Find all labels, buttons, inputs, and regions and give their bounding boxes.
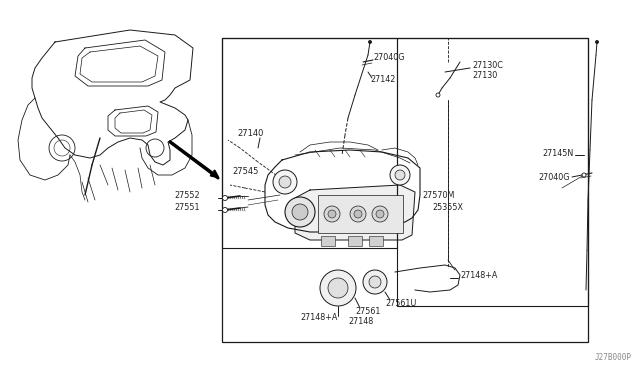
Circle shape xyxy=(273,170,297,194)
Text: 27552: 27552 xyxy=(174,192,200,201)
Circle shape xyxy=(279,176,291,188)
Circle shape xyxy=(390,165,410,185)
Circle shape xyxy=(595,41,598,44)
Circle shape xyxy=(369,276,381,288)
Text: 25355X: 25355X xyxy=(432,203,463,212)
Text: 27145N: 27145N xyxy=(543,148,574,157)
Text: 27561: 27561 xyxy=(355,308,380,317)
Circle shape xyxy=(395,170,405,180)
Circle shape xyxy=(328,210,336,218)
Bar xyxy=(222,38,397,248)
Bar xyxy=(321,236,335,246)
Circle shape xyxy=(363,270,387,294)
Text: 27130: 27130 xyxy=(472,71,497,80)
Bar xyxy=(222,38,588,342)
Text: 27148+A: 27148+A xyxy=(460,272,497,280)
Text: J27B000P: J27B000P xyxy=(595,353,632,362)
Circle shape xyxy=(223,196,227,201)
Circle shape xyxy=(328,278,348,298)
Text: 27140: 27140 xyxy=(237,129,264,138)
Text: 27148+A: 27148+A xyxy=(300,314,337,323)
Text: 27570M: 27570M xyxy=(422,190,454,199)
Circle shape xyxy=(372,206,388,222)
Circle shape xyxy=(320,270,356,306)
Text: 27142: 27142 xyxy=(370,76,396,84)
Bar xyxy=(369,236,383,246)
Circle shape xyxy=(582,173,586,177)
Circle shape xyxy=(324,206,340,222)
Bar xyxy=(318,195,403,233)
Text: 27130C: 27130C xyxy=(472,61,503,71)
Polygon shape xyxy=(295,185,415,240)
Text: 27148: 27148 xyxy=(348,317,373,327)
Circle shape xyxy=(350,206,366,222)
Text: 27545: 27545 xyxy=(232,167,259,176)
Circle shape xyxy=(436,93,440,97)
Circle shape xyxy=(376,210,384,218)
Text: 27040G: 27040G xyxy=(538,173,570,183)
Circle shape xyxy=(354,210,362,218)
Circle shape xyxy=(292,204,308,220)
Bar xyxy=(397,38,588,306)
Circle shape xyxy=(285,197,315,227)
Bar xyxy=(348,236,362,246)
Text: 27551: 27551 xyxy=(175,203,200,212)
Text: 27040G: 27040G xyxy=(373,54,404,62)
Circle shape xyxy=(223,208,227,212)
Text: 27561U: 27561U xyxy=(385,299,417,308)
Circle shape xyxy=(369,41,371,44)
